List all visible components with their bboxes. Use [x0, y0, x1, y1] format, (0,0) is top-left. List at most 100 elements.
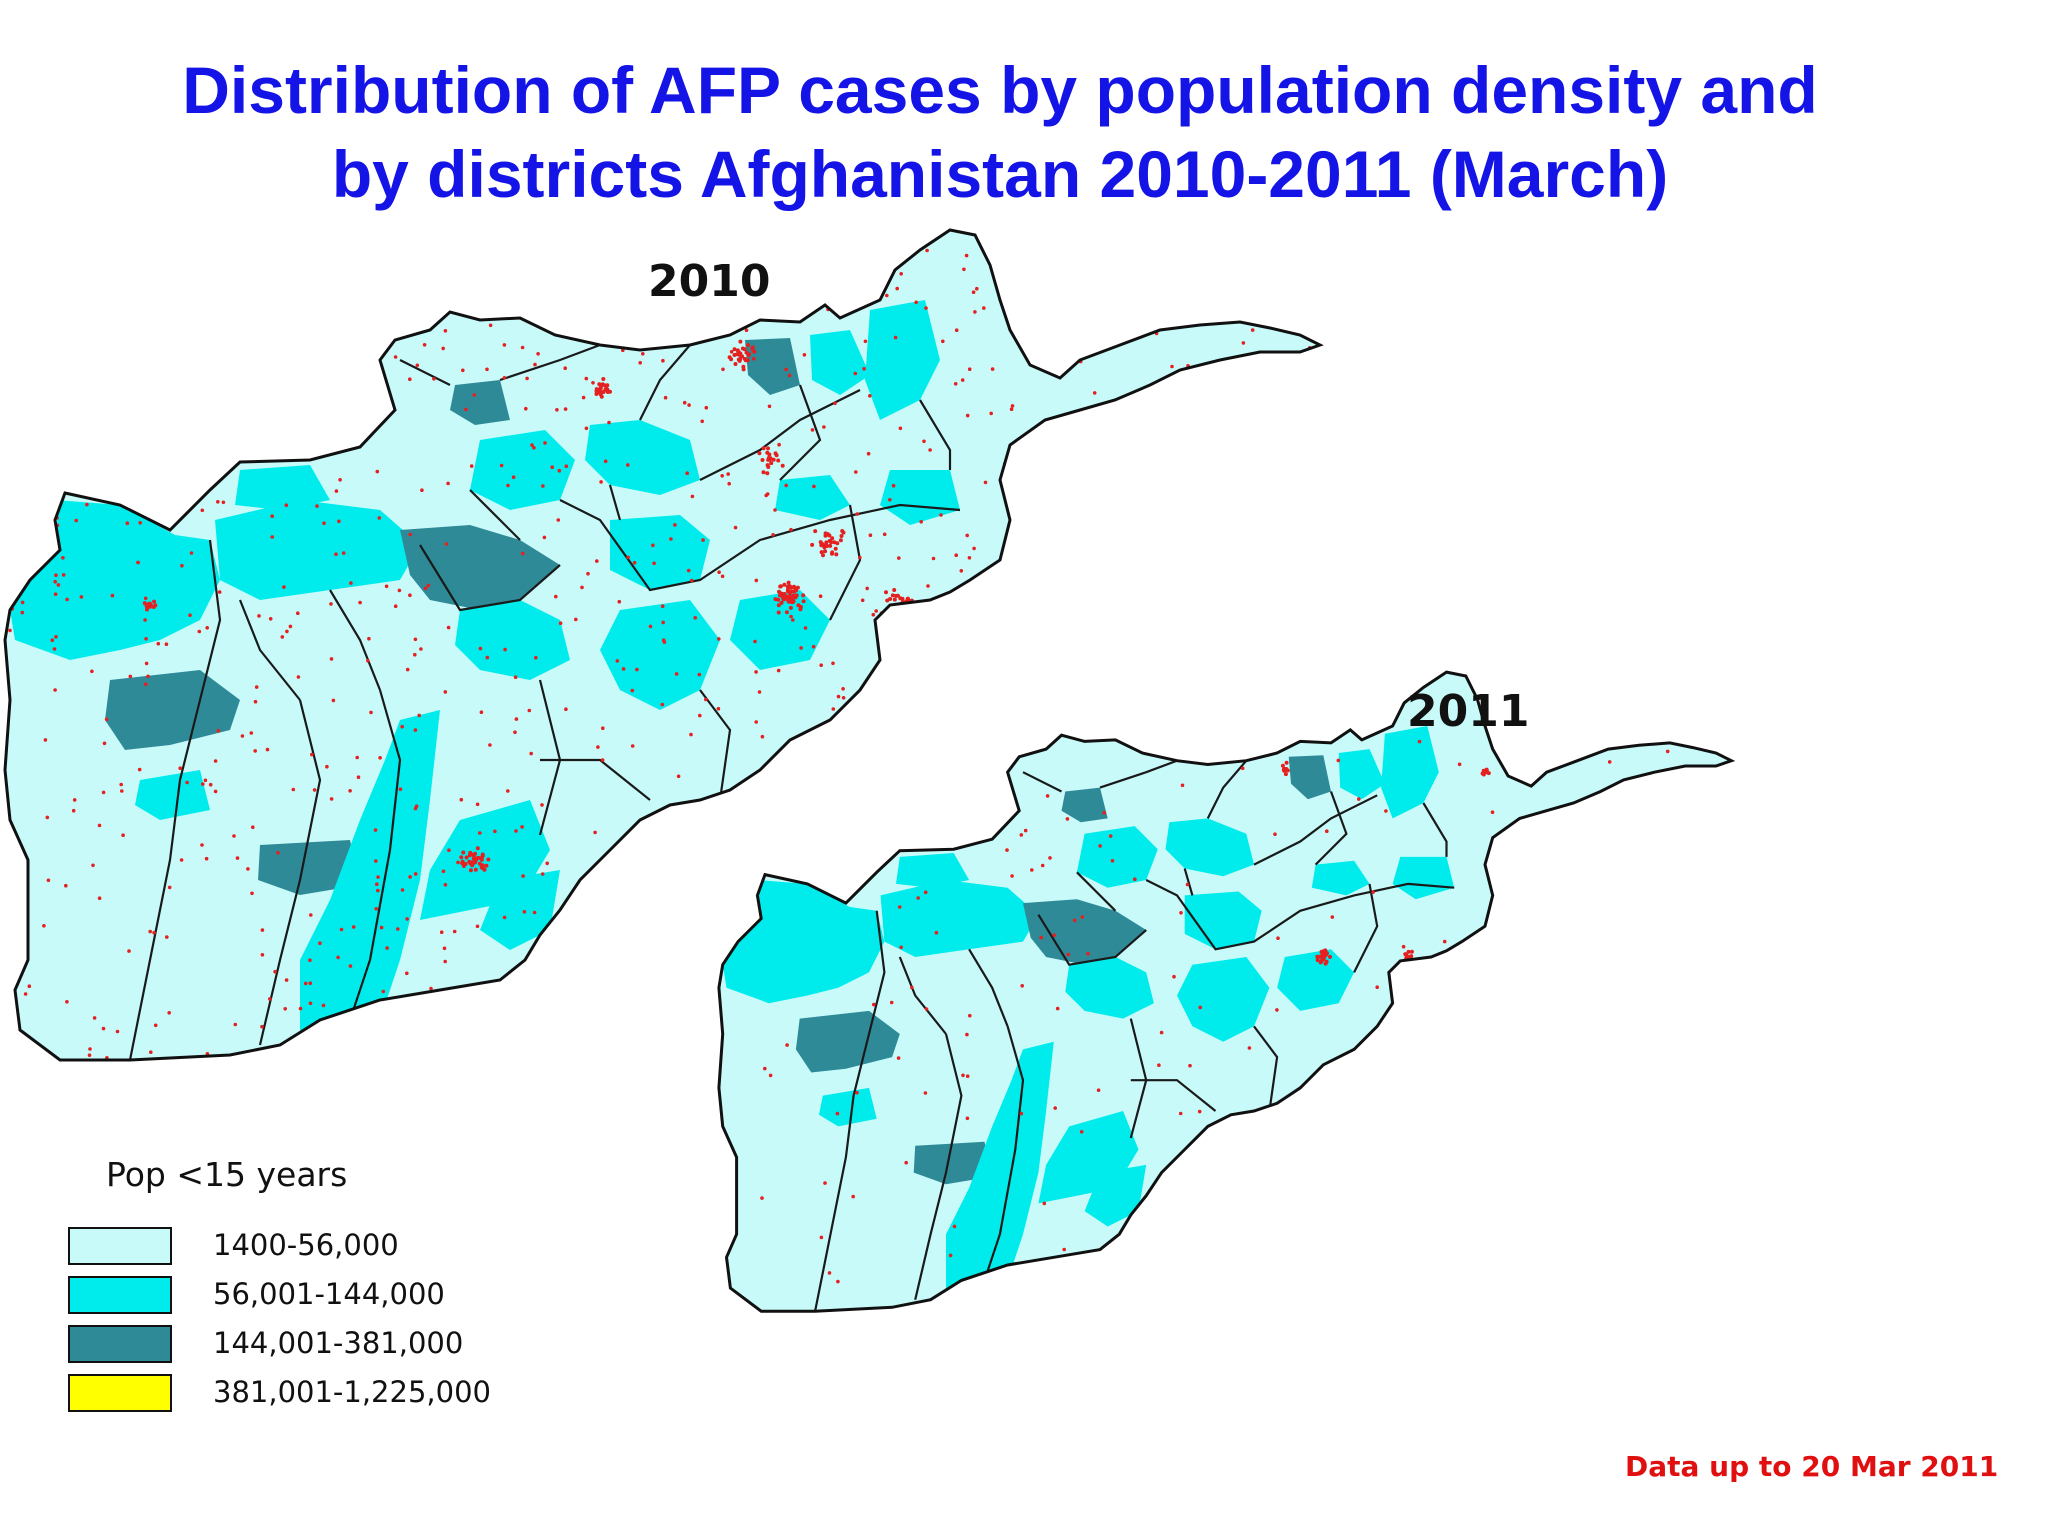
afp-case-marker	[405, 971, 409, 976]
afp-case-marker	[1480, 771, 1485, 776]
afp-case-marker	[838, 886, 843, 890]
district-region	[105, 670, 240, 750]
afp-case-marker	[746, 343, 750, 348]
afp-case-marker	[1120, 681, 1124, 686]
afp-case-marker	[144, 661, 149, 666]
afp-case-marker	[954, 553, 958, 557]
afp-case-marker	[87, 1053, 92, 1057]
afp-case-marker	[1611, 706, 1615, 711]
afp-case-marker	[9, 583, 14, 588]
afp-case-marker	[400, 254, 405, 259]
afp-case-marker	[648, 624, 653, 629]
afp-case-marker	[268, 997, 272, 1001]
afp-case-marker	[899, 614, 904, 619]
afp-case-marker	[322, 521, 326, 525]
district-boundary	[1037, 914, 1147, 966]
afp-case-marker	[1072, 918, 1077, 923]
district-region	[258, 840, 360, 895]
afp-case-marker	[835, 541, 840, 546]
afp-case-marker	[972, 546, 976, 551]
afp-case-marker	[1003, 691, 1007, 695]
afp-case-marker	[904, 607, 909, 612]
afp-case-marker	[1053, 1106, 1057, 1110]
afp-case-marker	[1040, 863, 1045, 868]
afp-case-marker	[476, 855, 481, 860]
afp-case-marker	[503, 647, 507, 652]
afp-case-marker	[793, 586, 798, 591]
afp-case-marker	[840, 291, 845, 296]
afp-case-marker	[120, 789, 124, 793]
afp-case-marker	[1367, 1295, 1371, 1300]
afp-case-marker	[744, 810, 748, 815]
afp-case-marker	[42, 924, 46, 928]
afp-case-marker	[366, 659, 370, 663]
afp-case-marker	[965, 413, 970, 418]
afp-case-marker	[111, 386, 116, 391]
afp-case-marker	[1573, 1204, 1577, 1208]
afp-case-marker	[146, 468, 151, 473]
afp-case-marker	[315, 504, 319, 508]
legend-item: 56,001-144,000	[68, 1276, 668, 1314]
afp-case-marker	[1251, 407, 1256, 412]
afp-case-marker	[1269, 436, 1273, 441]
afp-case-marker	[189, 551, 194, 555]
afp-case-marker	[1118, 327, 1123, 332]
afp-case-marker	[1134, 247, 1138, 251]
afp-case-marker	[397, 588, 402, 593]
afp-case-marker	[822, 425, 826, 429]
afp-case-marker	[253, 699, 258, 704]
afp-case-marker	[1028, 739, 1032, 743]
afp-case-marker	[1287, 1237, 1292, 1242]
afp-case-marker	[481, 866, 485, 871]
afp-case-marker	[586, 571, 590, 576]
afp-case-marker	[1519, 1169, 1523, 1174]
afp-case-marker	[442, 946, 447, 951]
afp-case-marker	[273, 969, 277, 974]
district-boundary	[348, 689, 402, 1021]
afp-case-marker	[1102, 810, 1106, 815]
afp-case-marker	[1176, 730, 1181, 735]
afp-case-marker	[776, 668, 781, 673]
afp-case-marker	[763, 1066, 767, 1071]
afp-case-marker	[298, 1006, 303, 1011]
afp-case-marker	[461, 368, 465, 373]
district-region	[300, 710, 440, 1050]
afp-case-marker	[676, 774, 681, 779]
afp-case-marker	[102, 741, 107, 746]
afp-case-marker	[626, 463, 630, 467]
district-region	[1311, 860, 1370, 896]
afp-case-marker	[542, 535, 547, 540]
afp-case-marker	[217, 590, 222, 594]
afp-case-marker	[1279, 422, 1284, 426]
afp-case-marker	[422, 343, 427, 347]
afp-case-marker	[131, 459, 135, 464]
afp-case-marker	[220, 419, 224, 423]
afp-case-marker	[1305, 451, 1309, 456]
afp-case-marker	[254, 685, 259, 689]
afp-case-marker	[534, 655, 538, 660]
afp-case-marker	[754, 720, 758, 724]
afp-case-marker	[600, 758, 605, 762]
afp-case-marker	[910, 779, 915, 784]
afp-case-marker	[502, 915, 507, 920]
afp-case-marker	[554, 594, 558, 599]
afp-case-marker	[374, 907, 379, 911]
afp-case-marker	[520, 825, 524, 829]
afp-case-marker	[1117, 272, 1122, 276]
afp-case-marker	[907, 672, 911, 677]
afp-case-marker	[790, 857, 794, 861]
afp-case-marker	[810, 238, 815, 243]
district-region	[946, 1041, 1054, 1304]
afp-case-marker	[1543, 695, 1547, 699]
afp-case-marker	[473, 867, 478, 872]
afp-case-marker	[88, 1047, 92, 1051]
afp-case-marker	[941, 339, 945, 344]
district-boundary	[1253, 1025, 1279, 1112]
afp-case-marker	[53, 688, 57, 692]
afp-case-marker	[663, 307, 667, 311]
afp-case-marker	[1320, 954, 1325, 959]
afp-case-marker	[601, 377, 606, 381]
afp-case-marker	[24, 571, 29, 576]
afp-case-marker	[793, 594, 798, 599]
afp-case-marker	[983, 690, 987, 694]
